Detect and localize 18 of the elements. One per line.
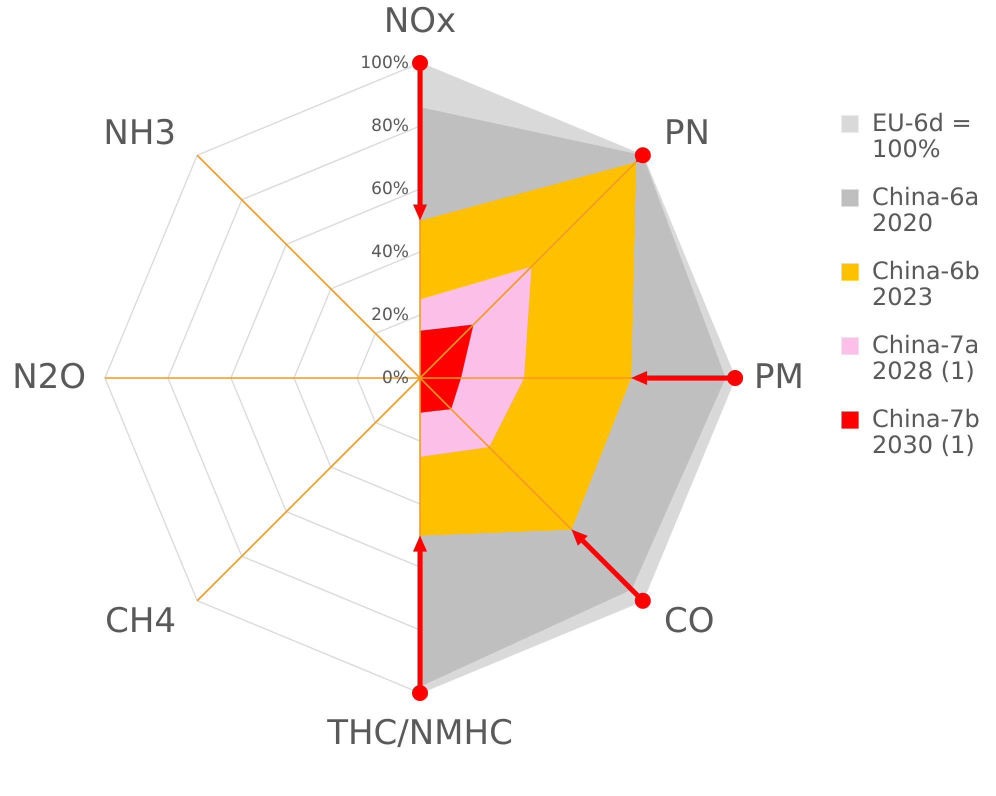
y-tick-label: 40%: [371, 242, 409, 262]
spoke-label: PM: [754, 357, 804, 397]
y-tick-label: 20%: [371, 305, 409, 325]
spoke-label: PN: [664, 113, 710, 154]
legend-label: China-7b 2030 (1): [872, 405, 980, 459]
spoke-label: CO: [664, 600, 714, 641]
y-tick-label: 80%: [371, 116, 409, 136]
spoke-label: NH3: [103, 113, 176, 154]
legend-label: EU-6d = 100%: [872, 109, 972, 163]
y-tick-label: 60%: [371, 179, 409, 199]
legend-label: China-7a 2028 (1): [872, 331, 980, 385]
y-tick-label: 100%: [360, 53, 409, 73]
spoke-label: N2O: [12, 357, 86, 397]
spoke-label: THC/NMHC: [326, 712, 513, 753]
spoke-label: NOx: [384, 1, 456, 42]
legend-label: China-6b 2023: [872, 257, 980, 311]
legend-label: China-6a 2020: [872, 183, 980, 237]
spoke-label: CH4: [105, 600, 176, 641]
